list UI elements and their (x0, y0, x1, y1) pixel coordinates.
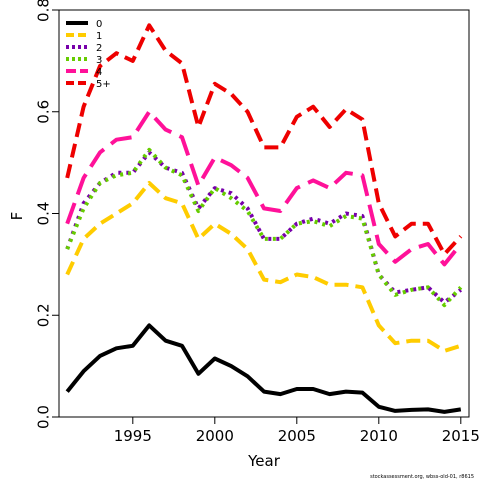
y-axis: 0.0 0.2 0.4 0.6 0.8 (35, 0, 60, 429)
y-tick-label: 0.4 (35, 202, 53, 226)
series-line-4 (65, 109, 463, 267)
credit-text: stockassessment.org, wbss-old-01, r8615 (370, 474, 474, 480)
x-axis: 1995 2000 2005 2010 2015 (114, 416, 480, 445)
series-line-3 (65, 147, 463, 308)
legend-label: 2 (96, 43, 102, 54)
x-tick-label: 2010 (360, 427, 398, 445)
legend-label: 3 (96, 55, 102, 66)
series-line-5plus (65, 23, 463, 257)
plot-frame (58, 9, 470, 418)
legend-label: 4 (96, 67, 102, 78)
series-line-0 (65, 323, 462, 414)
y-tick-label: 0.8 (35, 0, 53, 22)
x-tick-label: 1995 (114, 427, 152, 445)
x-tick-label: 2005 (278, 427, 316, 445)
legend-label: 0 (96, 19, 102, 30)
x-tick-label: 2000 (196, 427, 234, 445)
plot-lines (65, 23, 463, 414)
y-tick-label: 0.6 (35, 100, 53, 124)
series-line-1 (65, 181, 462, 353)
legend-label: 1 (96, 31, 102, 42)
x-tick-label: 2015 (442, 427, 480, 445)
y-axis-title: F (8, 212, 26, 221)
x-axis-title: Year (247, 452, 281, 470)
y-tick-label: 0.0 (35, 405, 53, 429)
legend-label: 5+ (96, 79, 111, 90)
y-tick-label: 0.2 (35, 303, 53, 327)
